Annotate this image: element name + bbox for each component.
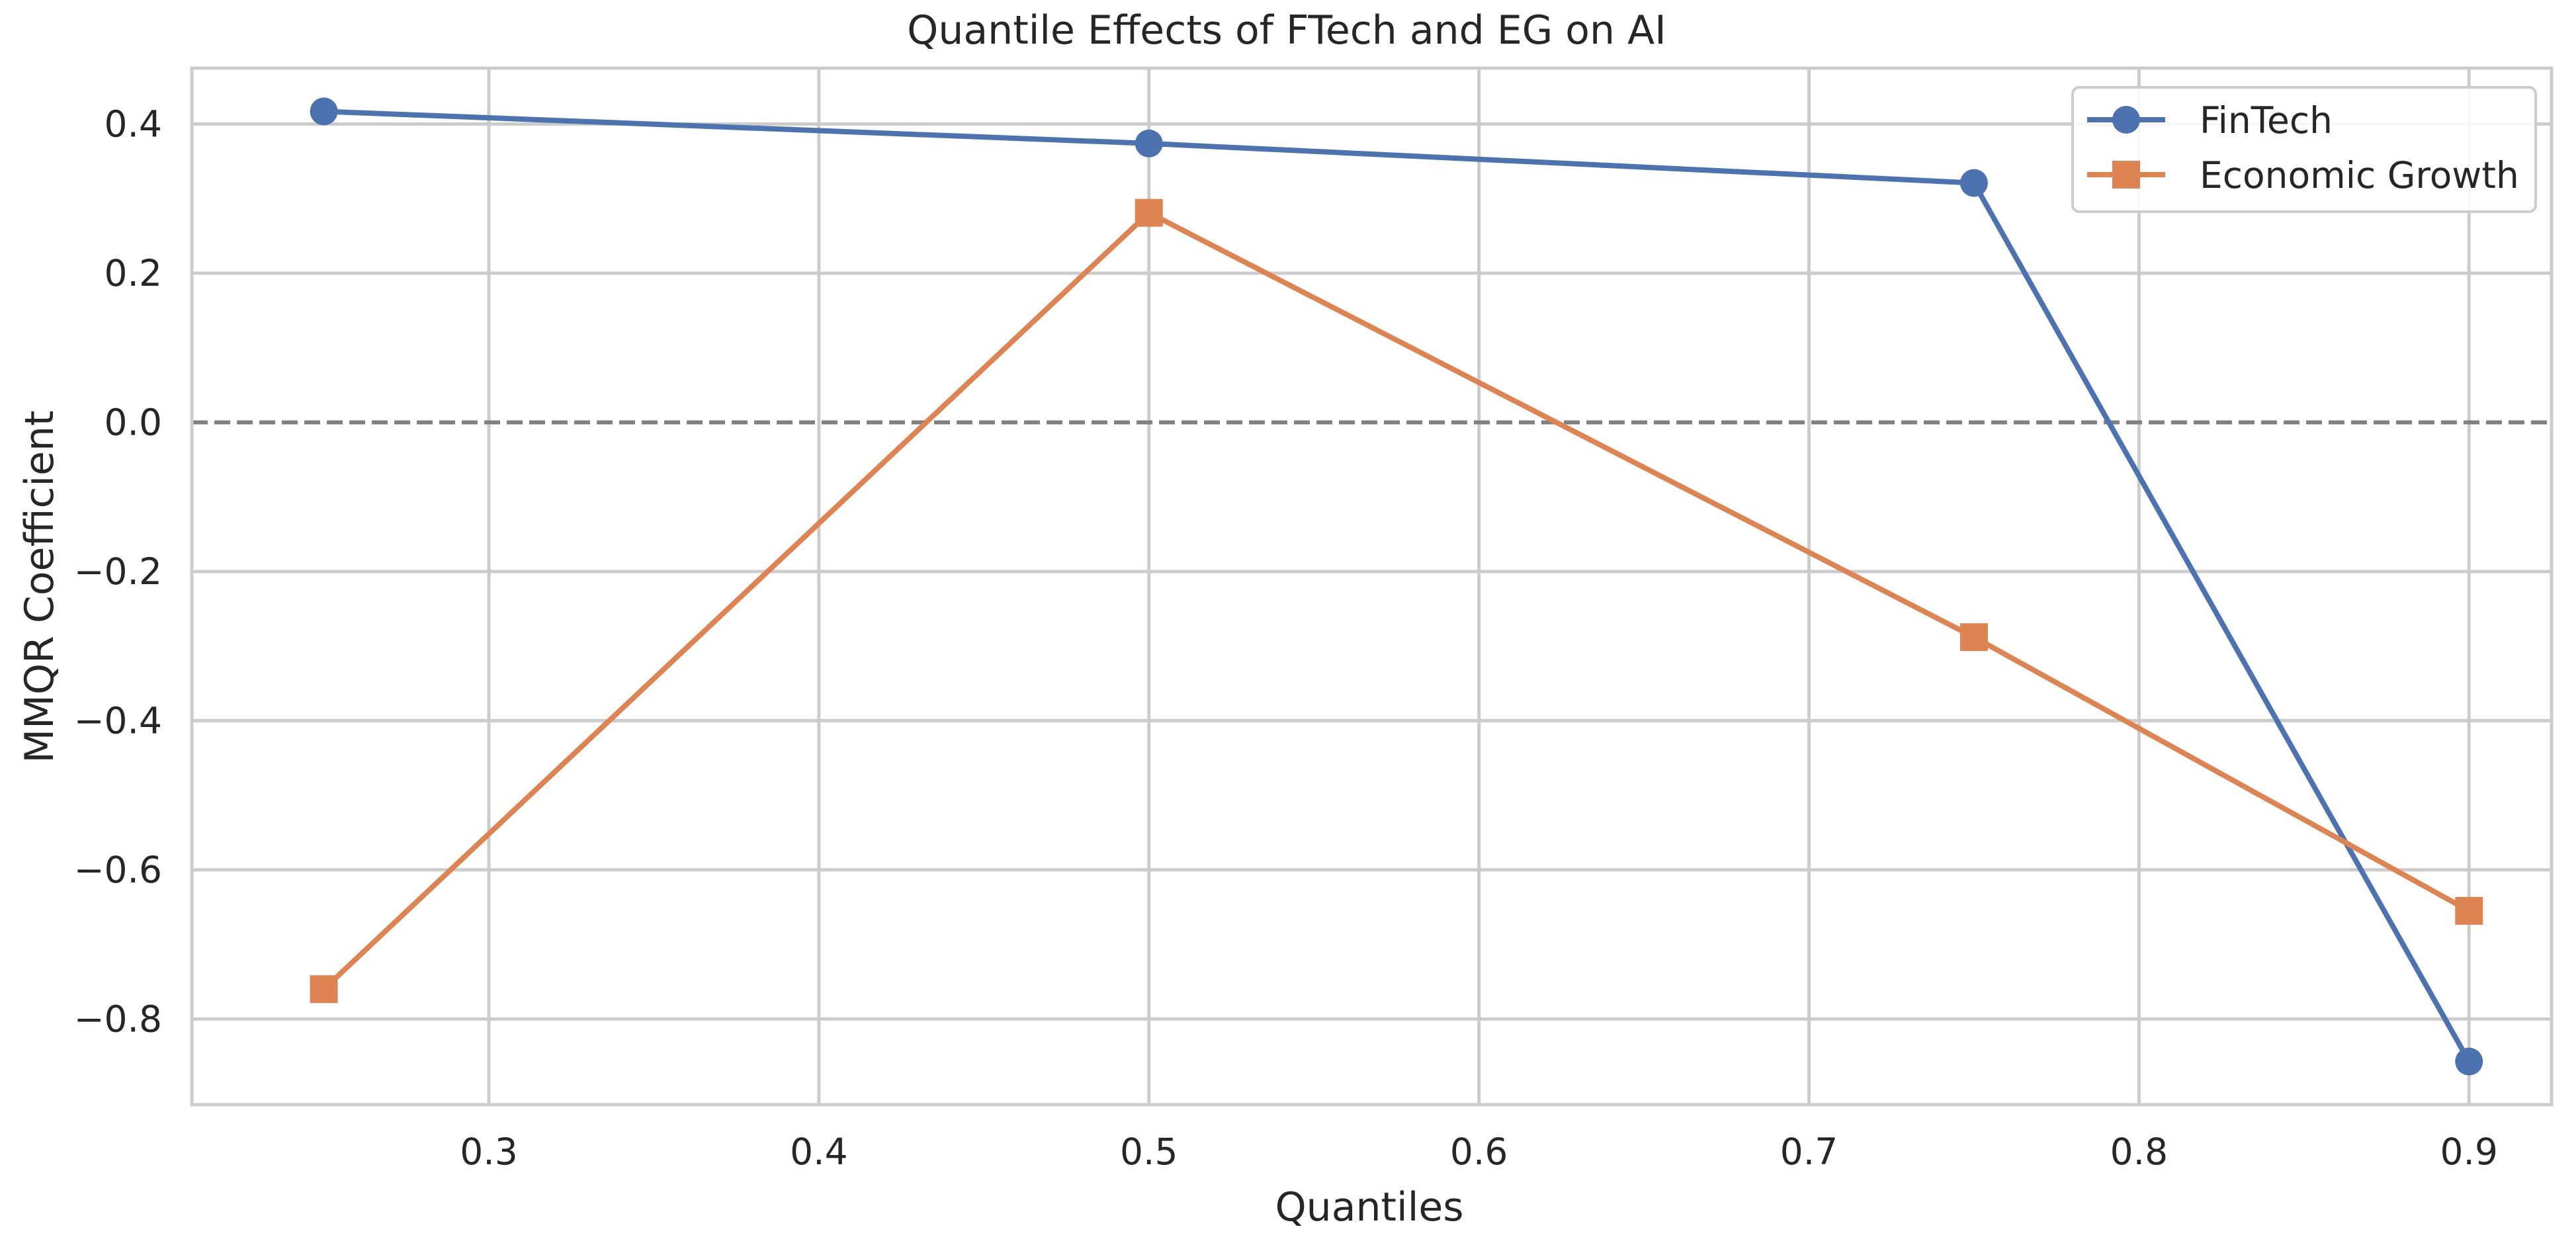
fintech-point	[1959, 169, 1988, 197]
fintech-line	[321, 108, 2472, 1064]
x-tick-label: 0.4	[790, 1131, 847, 1173]
economic-growth-line	[321, 210, 2472, 992]
fintech-point	[310, 97, 338, 126]
x-tick-labels: 0.3 0.4 0.5 0.6 0.7 0.8 0.9	[460, 1131, 2498, 1173]
legend-entries: FinTech Economic Growth	[2087, 99, 2519, 196]
economic-growth-point	[1959, 623, 1988, 652]
y-tick-label: −0.6	[73, 849, 162, 891]
fintech-point	[1135, 129, 1163, 157]
x-tick-label: 0.7	[1780, 1131, 1838, 1173]
x-tick-label: 0.6	[1450, 1131, 1508, 1173]
x-tick-label: 0.5	[1120, 1131, 1178, 1173]
y-tick-label: 0.2	[105, 252, 162, 294]
series-fintech	[310, 97, 2483, 1076]
y-tick-label: −0.8	[73, 998, 162, 1040]
legend-item-fintech: FinTech	[2087, 99, 2333, 142]
y-tick-label: −0.4	[73, 699, 162, 742]
series-layer	[310, 97, 2483, 1076]
y-tick-labels: 0.4 0.2 0.0 −0.2 −0.4 −0.6 −0.8	[73, 103, 162, 1041]
legend-box	[2071, 86, 2537, 213]
x-tick-label: 0.9	[2440, 1131, 2498, 1173]
x-gridlines	[487, 68, 2471, 1105]
y-axis-label: MMQR Coefficient	[17, 410, 63, 763]
x-axis-label: Quantiles	[1275, 1184, 1463, 1230]
economic-growth-point	[2455, 896, 2483, 925]
legend-swatch-marker	[2112, 161, 2140, 189]
y-tick-label: 0.0	[105, 401, 162, 443]
x-tick-label: 0.3	[460, 1131, 517, 1173]
legend-label: FinTech	[2200, 99, 2333, 142]
legend-swatch-marker	[2112, 106, 2140, 134]
y-tick-label: −0.2	[73, 550, 162, 593]
fintech-point	[2455, 1047, 2483, 1076]
legend: FinTech Economic Growth	[2071, 86, 2537, 213]
y-tick-label: 0.4	[105, 103, 162, 146]
legend-label: Economic Growth	[2200, 154, 2519, 196]
economic-growth-point	[310, 975, 338, 1004]
legend-item-economic-growth: Economic Growth	[2087, 154, 2519, 196]
economic-growth-point	[1135, 198, 1163, 227]
x-tick-label: 0.8	[2110, 1131, 2168, 1173]
series-economic-growth	[310, 198, 2483, 1004]
y-gridlines	[192, 122, 2552, 1021]
chart-title: Quantile Effects of FTech and EG on AI	[907, 7, 1666, 54]
plot-area	[190, 66, 2554, 1107]
